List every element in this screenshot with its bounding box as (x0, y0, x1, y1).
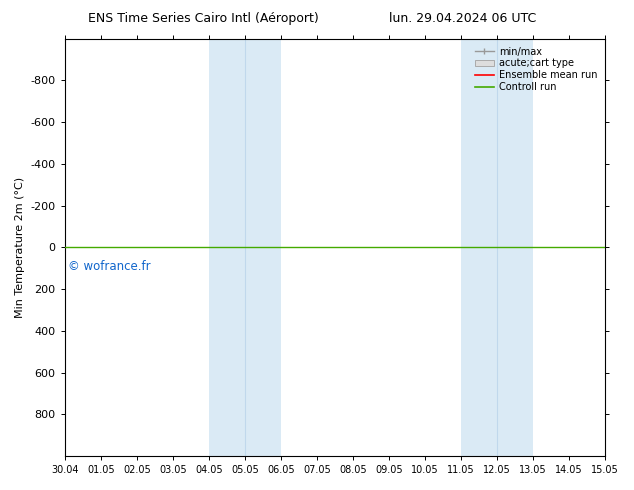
Bar (461, 39, 533, 456)
Bar (209, 39, 281, 456)
Text: ENS Time Series Cairo Intl (Aéroport): ENS Time Series Cairo Intl (Aéroport) (87, 12, 318, 25)
Text: © wofrance.fr: © wofrance.fr (68, 260, 151, 273)
Legend: min/max, acute;cart type, Ensemble mean run, Controll run: min/max, acute;cart type, Ensemble mean … (472, 44, 600, 95)
Y-axis label: Min Temperature 2m (°C): Min Temperature 2m (°C) (15, 177, 25, 318)
Text: lun. 29.04.2024 06 UTC: lun. 29.04.2024 06 UTC (389, 12, 536, 25)
